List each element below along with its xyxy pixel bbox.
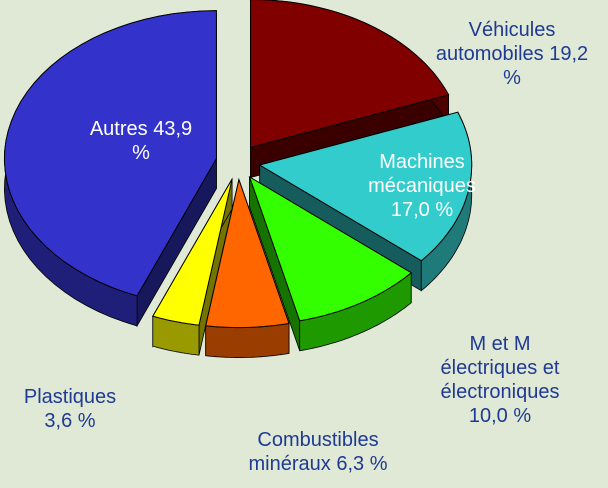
slice-label: Véhicules automobiles 19,2 % xyxy=(432,18,592,90)
category-label: M et M électriques et électroniques xyxy=(440,333,560,403)
value-label: 43,9 % xyxy=(132,118,193,164)
value-label: 10,0 % xyxy=(468,405,532,427)
slice-label: Autres 43,9 % xyxy=(86,117,196,165)
slice xyxy=(152,178,233,326)
side-face xyxy=(205,322,290,358)
value-label: 6,3 % xyxy=(336,453,388,475)
slice xyxy=(248,175,413,322)
category-label: Plastiques xyxy=(23,386,117,408)
slice xyxy=(250,0,450,149)
slice xyxy=(258,111,473,262)
value-label: 17,0 % xyxy=(390,199,454,221)
slice-label: Combustibles minéraux 6,3 % xyxy=(218,428,418,476)
slice xyxy=(205,177,290,329)
value-label: 3,6 % xyxy=(44,410,96,432)
category-label: Machines mécaniques xyxy=(368,151,476,197)
category-label: Autres xyxy=(89,118,148,140)
slice-label: Machines mécaniques 17,0 % xyxy=(352,150,492,222)
slice xyxy=(3,10,217,297)
slice-label: M et M électriques et électroniques 10,0… xyxy=(425,332,575,428)
slice-label: Plastiques 3,6 % xyxy=(10,385,130,433)
category-label: Véhicules automobiles xyxy=(435,19,556,65)
category-label: Combustibles minéraux xyxy=(248,429,379,475)
value-label: 19,2 % xyxy=(503,43,589,89)
